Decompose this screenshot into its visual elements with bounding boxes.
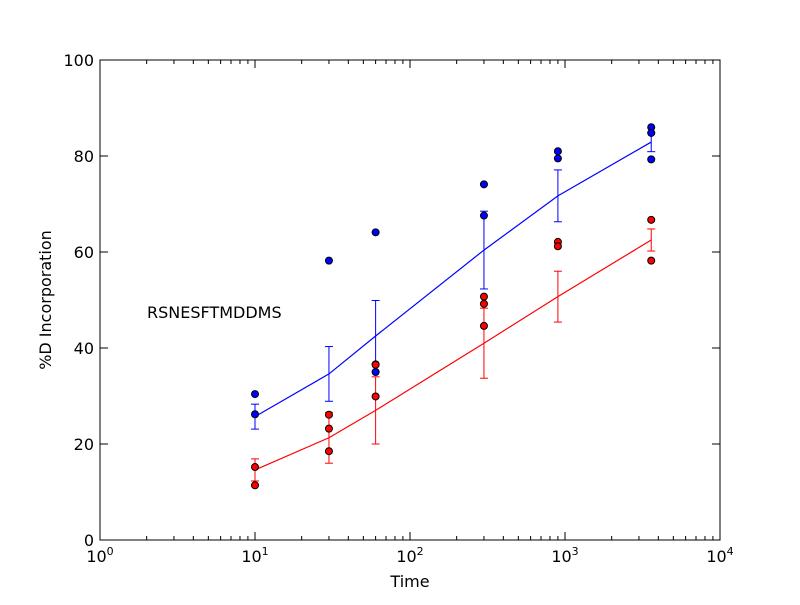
plot-frame [99,59,721,541]
data-point [251,481,259,490]
data-point [479,292,488,301]
data-point [553,242,562,251]
series-1 [251,215,656,490]
x-tick-label: 102 [396,545,423,566]
x-tick-exponent: 0 [107,545,114,558]
data-point [479,299,488,308]
x-tick-label: 104 [706,545,733,566]
data-point [324,410,333,419]
y-tick-label: 20 [74,435,94,454]
y-tick-label: 60 [74,243,94,262]
y-tick-label: 0 [84,531,94,550]
y-tick-label: 40 [74,339,94,358]
series-line [254,141,652,418]
x-tick-base: 10 [551,547,571,566]
x-tick-exponent: 2 [417,545,424,558]
data-point [371,392,380,401]
data-point [479,180,488,189]
y-axis-label: %D Incorporation [36,230,55,370]
x-tick-exponent: 1 [262,545,269,558]
series-layer [251,123,656,490]
data-point [324,424,333,433]
data-point [553,147,562,156]
data-point [251,410,259,419]
data-point [479,321,488,330]
data-point [553,154,562,163]
x-axis-label: Time [389,572,429,591]
data-point [479,211,488,220]
x-tick-exponent: 4 [727,545,734,558]
data-point [371,360,380,369]
data-point [647,215,656,224]
data-point [324,447,333,456]
x-tick-label: 100 [86,545,113,566]
series-line [254,239,652,471]
data-point [371,228,380,237]
chart-annotation: RSNESFTMDDMS [147,303,282,322]
data-point [647,155,656,164]
x-tick-base: 10 [396,547,416,566]
x-tick-base: 10 [241,547,261,566]
x-tick-base: 10 [706,547,726,566]
x-tick-base: 10 [86,547,106,566]
x-tick-label: 101 [241,545,268,566]
data-point [647,128,656,137]
data-point [251,463,259,472]
x-tick-exponent: 3 [572,545,579,558]
data-point [324,256,333,265]
data-point [251,390,259,399]
x-tick-label: 103 [551,545,578,566]
data-point [647,256,656,265]
y-tick-label: 80 [74,147,94,166]
data-point [371,368,380,376]
y-tick-label: 100 [63,51,94,70]
